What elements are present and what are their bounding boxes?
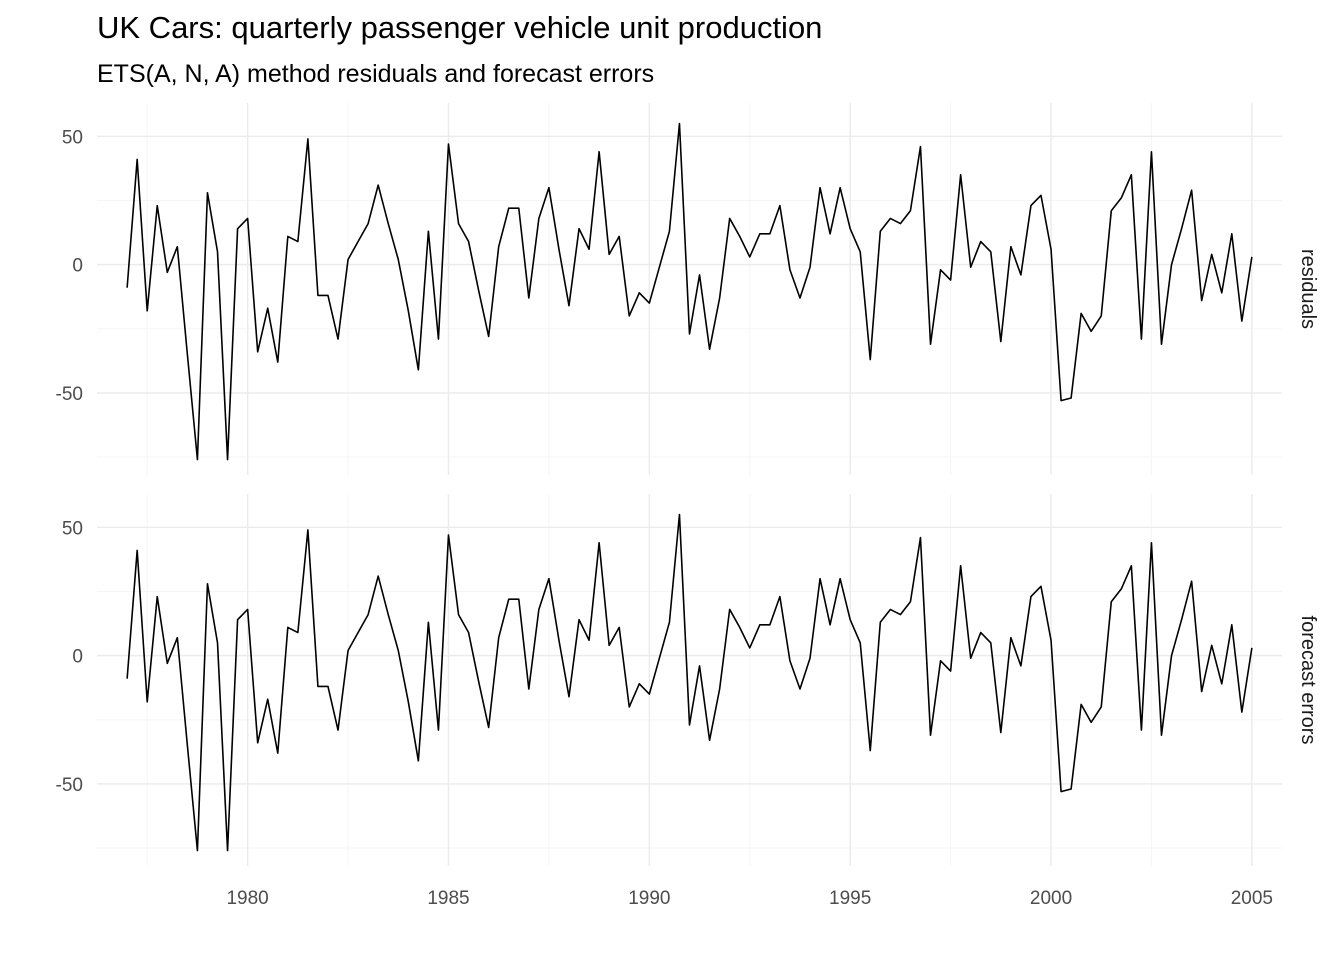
panel-2-y-tick-label: 0 <box>72 647 83 668</box>
x-tick-label: 1980 <box>226 888 268 909</box>
x-tick-label: 1995 <box>829 888 871 909</box>
panel-1-y-tick-label: -50 <box>56 384 83 405</box>
panel-1-strip-label: residuals <box>1297 249 1319 329</box>
x-tick-label: 1985 <box>427 888 469 909</box>
chart-subtitle: ETS(A, N, A) method residuals and foreca… <box>97 60 655 88</box>
panel-1-series-line <box>126 122 1253 461</box>
panel-2-y-tick-label: 50 <box>62 518 83 539</box>
panel-2-y-tick-label: -50 <box>56 775 83 796</box>
x-tick-label: 2000 <box>1030 888 1072 909</box>
panel-2-series-line <box>126 513 1253 852</box>
panel-1-y-tick-label: 50 <box>62 127 83 148</box>
panel-1-y-tick-label: 0 <box>72 256 83 277</box>
x-tick-label: 2005 <box>1231 888 1273 909</box>
panel-2-strip-label: forecast errors <box>1297 616 1319 745</box>
x-tick-label: 1990 <box>628 888 670 909</box>
chart-title: UK Cars: quarterly passenger vehicle uni… <box>97 10 823 45</box>
